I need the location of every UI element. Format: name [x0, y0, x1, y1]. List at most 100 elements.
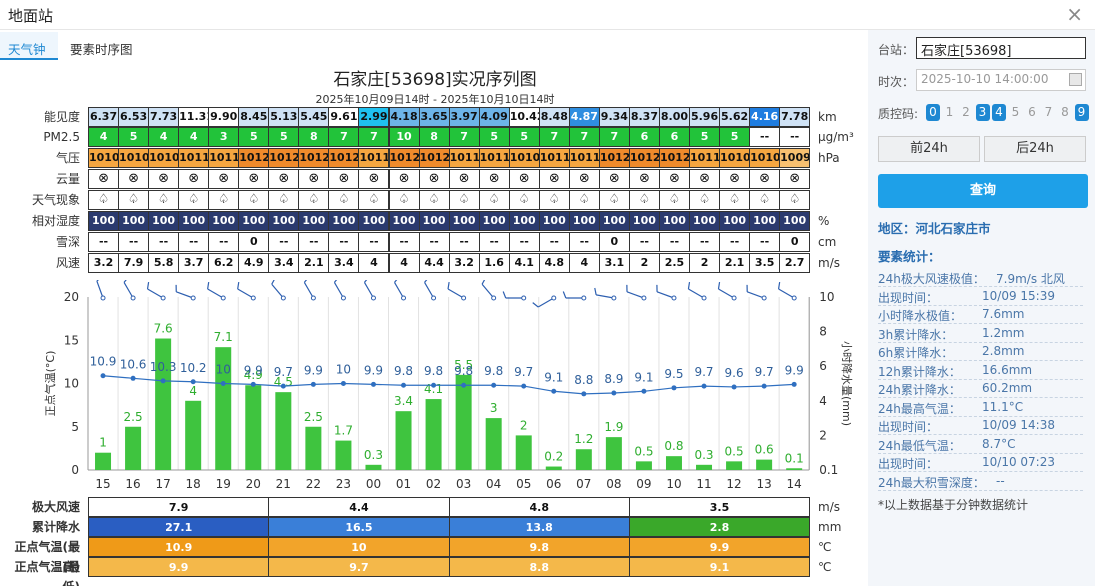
grid-cell: ♤ — [208, 190, 240, 210]
grid-cell: 3.97 — [448, 107, 480, 127]
x-tick-label: 19 — [216, 477, 231, 491]
wind-barb-flag — [481, 280, 486, 285]
grid-cell: ♤ — [598, 190, 630, 210]
grid-cell: 4.4 — [418, 253, 450, 273]
qc-code[interactable]: 1 — [945, 105, 954, 119]
grid-cell: 6 — [658, 127, 690, 147]
wind-barb-flag — [303, 280, 308, 283]
grid-cell: 1011 — [448, 148, 480, 168]
grid-cell: 1012 — [268, 148, 300, 168]
wind-barb — [596, 294, 614, 299]
grid-cell: ⊗ — [658, 169, 690, 189]
y2-tick-label: 2 — [819, 428, 827, 442]
stat-key: 3h累计降水： — [878, 327, 954, 342]
prev-24h-button[interactable]: 前24h — [878, 136, 980, 162]
grid-cell: 10.42 — [508, 107, 540, 127]
grid-cell: 4 — [568, 253, 600, 273]
qc-code[interactable]: 3 — [975, 104, 990, 121]
summary-cell: 27.1 — [88, 517, 270, 537]
tab-element-timeseries[interactable]: 要素时序图 — [70, 42, 133, 57]
stat-value: 7.9m/s 北风 — [996, 272, 1065, 286]
temp-line — [102, 375, 795, 395]
wind-barb — [123, 282, 134, 299]
grid-cell: 0 — [598, 232, 630, 252]
qc-code[interactable]: 4 — [992, 104, 1006, 121]
stat-value: 10/10 07:23 — [982, 455, 1055, 469]
grid-cell: ⊗ — [298, 169, 330, 189]
grid-cell: ⊗ — [148, 169, 180, 189]
temp-point — [641, 388, 647, 394]
precip-bar — [125, 426, 142, 470]
stat-row: 24h最低气温： 8.7°C — [878, 435, 1083, 454]
precip-bar-label: 0.3 — [694, 448, 713, 462]
grid-cell: ⊗ — [448, 169, 480, 189]
grid-cell: 8.37 — [628, 107, 660, 127]
time-value: 2025-10-10 14:00:00 — [921, 72, 1049, 86]
row-label: 能见度 — [43, 110, 80, 124]
temp-point — [701, 383, 707, 389]
temp-point — [731, 384, 737, 390]
x-tick-label: 22 — [306, 477, 321, 491]
wind-barb-flag — [333, 280, 338, 283]
stat-row: 出现时间： 10/09 14:38 — [878, 416, 1083, 435]
grid-cell: 2.1 — [719, 253, 751, 273]
grid-cell: 8 — [298, 127, 330, 147]
station-input[interactable]: 石家庄[53698] — [916, 37, 1086, 59]
qc-code[interactable]: 2 — [962, 105, 970, 119]
grid-cell: ♤ — [719, 190, 751, 210]
row-label: 云量 — [55, 172, 80, 186]
wind-barb-flag — [271, 280, 275, 285]
summary-cell: 8.8 — [448, 557, 630, 577]
wind-barb-origin — [491, 295, 497, 301]
grid-cell: ⊗ — [749, 169, 781, 189]
grid-cell: 1012 — [628, 148, 660, 168]
qc-code[interactable]: 9 — [1074, 104, 1089, 121]
wind-barb-origin — [130, 295, 136, 301]
grid-cell: 7 — [358, 127, 390, 147]
grid-cell: 5.45 — [298, 107, 330, 127]
qc-code[interactable]: 7 — [1044, 105, 1053, 119]
wind-barb-flag — [594, 287, 597, 295]
grid-cell: 1012 — [388, 148, 420, 168]
qc-code[interactable]: 6 — [1028, 105, 1036, 119]
grid-cell: -- — [208, 232, 240, 252]
precip-bar-label: 7.1 — [214, 330, 233, 344]
grid-cell: -- — [658, 232, 690, 252]
wind-barb-origin — [581, 295, 587, 301]
temp-point-label: 9.6 — [725, 366, 744, 380]
precip-bar — [575, 449, 592, 470]
precip-bar-label: 0.5 — [725, 444, 744, 458]
next-24h-button[interactable]: 后24h — [984, 136, 1086, 162]
temp-point-label: 9.8 — [454, 364, 473, 378]
grid-cell: 5 — [719, 127, 751, 147]
time-input[interactable]: 2025-10-10 14:00:00 — [916, 69, 1086, 91]
y-tick-label: 15 — [64, 333, 79, 347]
qc-code[interactable]: 8 — [1061, 105, 1069, 119]
tab-weather-clock[interactable]: 天气钟 — [0, 32, 58, 60]
wind-barb — [363, 282, 374, 299]
close-icon[interactable]: × — [1066, 2, 1083, 26]
summary-cell: 4.8 — [448, 497, 630, 517]
grid-cell: 4 — [358, 253, 390, 273]
qc-code[interactable]: 0 — [926, 104, 940, 121]
precip-bar — [275, 392, 292, 470]
wind-barb-origin — [220, 295, 226, 301]
query-button[interactable]: 查询 — [878, 174, 1088, 208]
temp-point — [250, 381, 256, 387]
precip-bar — [185, 400, 202, 470]
grid-cell: ⊗ — [178, 169, 210, 189]
y2-tick-label: 10 — [819, 290, 834, 304]
calendar-icon[interactable] — [1069, 73, 1082, 86]
precip-bar — [215, 347, 232, 470]
summary-row-label: 极大风速 — [31, 500, 80, 514]
grid-cell: 100 — [298, 211, 330, 231]
stat-row: 6h累计降水： 2.8mm — [878, 342, 1083, 361]
temp-point-label: 9.1 — [544, 370, 563, 384]
grid-cell: -- — [749, 232, 781, 252]
grid-cell: -- — [719, 232, 751, 252]
grid-cell: ♤ — [628, 190, 660, 210]
grid-cell: 11.31 — [178, 107, 210, 127]
grid-cell: ♤ — [238, 190, 270, 210]
qc-code[interactable]: 5 — [1011, 105, 1020, 119]
wind-barb-origin — [611, 295, 617, 301]
